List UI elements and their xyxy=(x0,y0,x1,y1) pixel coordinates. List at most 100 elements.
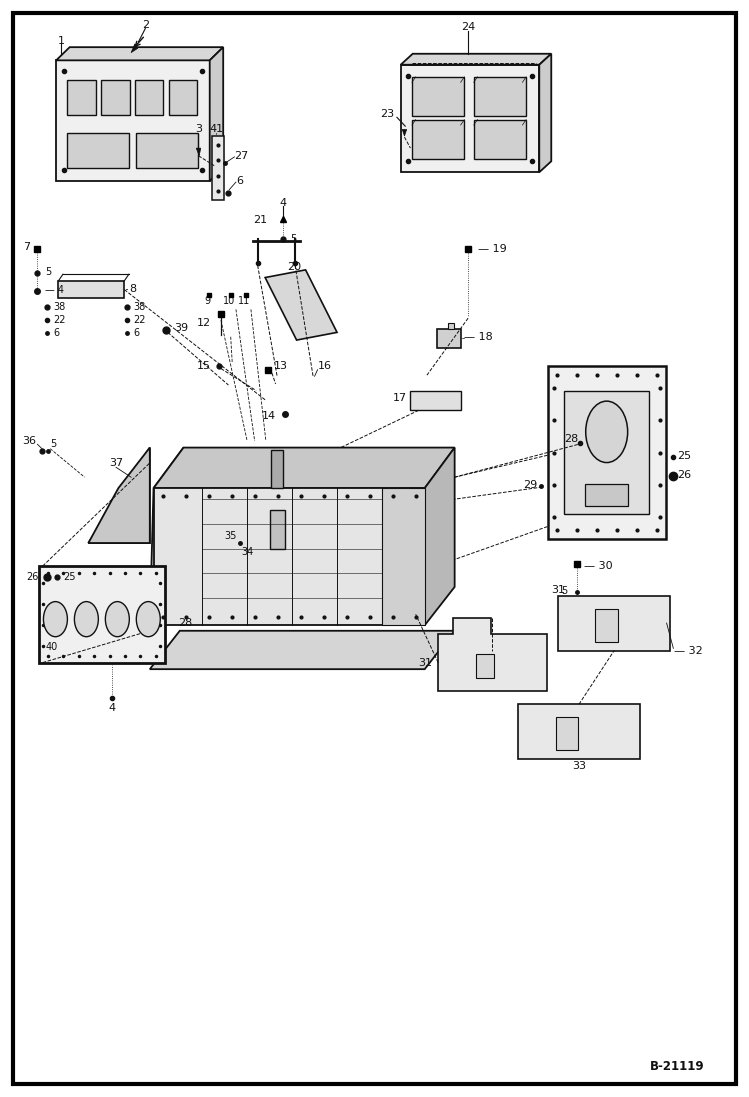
Polygon shape xyxy=(196,148,201,156)
Text: 17: 17 xyxy=(392,393,407,404)
Bar xyxy=(476,654,494,678)
Text: 10: 10 xyxy=(223,295,235,306)
Text: 26: 26 xyxy=(26,572,39,583)
Text: 4: 4 xyxy=(109,702,116,713)
Text: — 19: — 19 xyxy=(478,244,506,255)
Text: 35: 35 xyxy=(225,531,237,542)
Text: 28: 28 xyxy=(178,618,192,629)
Bar xyxy=(101,80,130,115)
Polygon shape xyxy=(539,54,551,172)
Text: 1: 1 xyxy=(58,35,65,46)
Polygon shape xyxy=(382,488,425,625)
Text: 5: 5 xyxy=(45,267,51,278)
Bar xyxy=(448,323,454,329)
Text: 27: 27 xyxy=(607,433,622,444)
Text: 31: 31 xyxy=(418,657,432,668)
Bar xyxy=(548,366,666,539)
Text: 12: 12 xyxy=(197,317,211,328)
Bar xyxy=(169,80,197,115)
Polygon shape xyxy=(56,60,210,181)
Polygon shape xyxy=(58,281,124,298)
Text: 5: 5 xyxy=(562,586,568,597)
Bar xyxy=(474,120,527,159)
Text: 11: 11 xyxy=(238,295,250,306)
Text: 38: 38 xyxy=(133,302,145,313)
Bar xyxy=(136,133,198,168)
Polygon shape xyxy=(402,129,407,136)
Text: 26: 26 xyxy=(677,470,691,480)
Bar xyxy=(518,704,640,759)
Bar xyxy=(67,133,129,168)
Text: — 4: — 4 xyxy=(45,284,64,295)
Text: 6: 6 xyxy=(133,328,139,339)
Circle shape xyxy=(136,601,160,636)
Text: 16: 16 xyxy=(318,361,332,372)
Polygon shape xyxy=(210,47,223,181)
Bar xyxy=(474,77,527,116)
Polygon shape xyxy=(131,44,138,53)
Circle shape xyxy=(43,601,67,636)
Text: 24: 24 xyxy=(461,22,476,33)
Text: 38: 38 xyxy=(53,302,65,313)
Text: — 18: — 18 xyxy=(464,331,493,342)
Text: 27: 27 xyxy=(234,150,249,161)
Text: 5: 5 xyxy=(50,439,56,450)
Bar xyxy=(595,609,618,642)
Text: 3: 3 xyxy=(195,124,202,135)
Text: 25: 25 xyxy=(63,572,76,583)
Text: 36: 36 xyxy=(22,436,36,446)
Bar xyxy=(67,80,96,115)
Text: 22: 22 xyxy=(133,315,146,326)
Bar xyxy=(212,136,224,200)
Text: 34: 34 xyxy=(241,546,253,557)
Text: 20: 20 xyxy=(288,261,301,272)
Text: 6: 6 xyxy=(236,176,243,186)
Text: 25: 25 xyxy=(677,451,691,462)
Text: 4: 4 xyxy=(279,197,287,208)
Polygon shape xyxy=(265,270,337,340)
Polygon shape xyxy=(56,47,223,60)
Polygon shape xyxy=(437,329,461,348)
Bar xyxy=(564,391,649,514)
Circle shape xyxy=(586,402,628,463)
Text: 33: 33 xyxy=(572,760,586,771)
Polygon shape xyxy=(401,54,551,65)
Circle shape xyxy=(106,601,130,636)
Text: 21: 21 xyxy=(254,215,267,226)
Polygon shape xyxy=(150,631,455,669)
Text: 22: 22 xyxy=(53,315,66,326)
Text: 39: 39 xyxy=(174,323,188,333)
Bar xyxy=(412,120,464,159)
Bar xyxy=(410,391,461,410)
Polygon shape xyxy=(88,448,150,543)
Polygon shape xyxy=(270,510,285,548)
Polygon shape xyxy=(150,448,184,625)
Text: B-21119: B-21119 xyxy=(649,1060,704,1073)
Text: 31: 31 xyxy=(551,585,565,596)
Text: 15: 15 xyxy=(197,361,211,372)
Text: 5: 5 xyxy=(291,234,297,245)
Text: 40: 40 xyxy=(46,642,58,653)
Bar xyxy=(412,77,464,116)
Bar xyxy=(39,566,165,663)
Polygon shape xyxy=(154,448,455,488)
Text: — 32: — 32 xyxy=(674,645,703,656)
Polygon shape xyxy=(271,450,283,488)
Text: 8: 8 xyxy=(129,283,136,294)
Text: 2: 2 xyxy=(142,20,149,31)
Text: 41: 41 xyxy=(210,124,223,135)
Bar xyxy=(135,80,163,115)
Bar xyxy=(556,717,578,750)
Polygon shape xyxy=(154,488,425,625)
Polygon shape xyxy=(425,448,455,625)
Text: 14: 14 xyxy=(261,410,276,421)
Text: 28: 28 xyxy=(564,433,578,444)
Text: 6: 6 xyxy=(53,328,59,339)
Polygon shape xyxy=(438,618,547,691)
Text: 13: 13 xyxy=(274,361,288,372)
Polygon shape xyxy=(401,65,539,172)
Bar xyxy=(558,596,670,651)
Text: 7: 7 xyxy=(22,241,30,252)
Circle shape xyxy=(74,601,98,636)
Text: 29: 29 xyxy=(524,479,538,490)
